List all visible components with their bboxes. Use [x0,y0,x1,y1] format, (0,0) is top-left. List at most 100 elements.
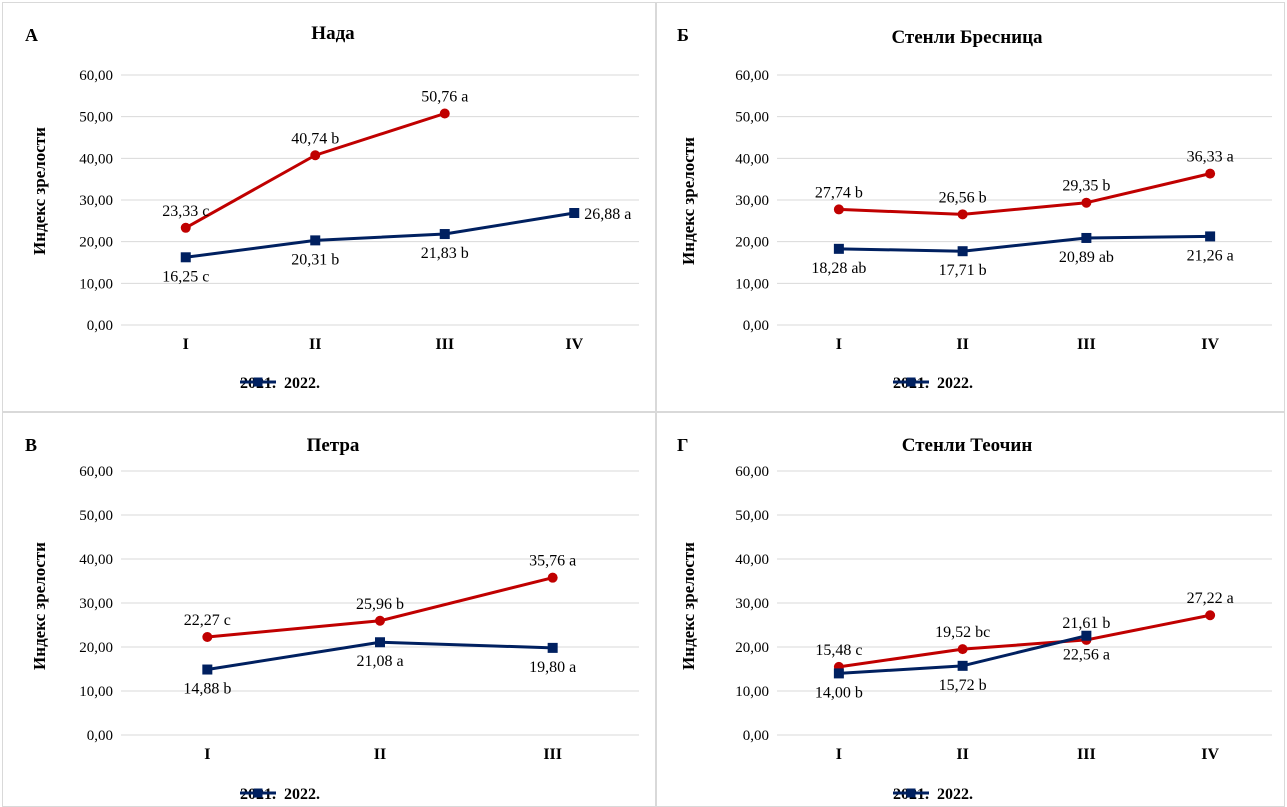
data-point [439,229,450,240]
y-tick-label: 60,00 [79,68,113,84]
data-point [957,644,968,655]
chart-panel-c: В Петра Индекс зрелости 0,00 10,00 20,00 30… [2,412,656,807]
data-label: 36,33 a [1187,149,1234,166]
data-label: 35,76 a [529,553,576,570]
x-tick-label: IV [1201,746,1219,763]
y-tick-label: 0,00 [87,318,113,334]
data-point [439,108,450,119]
panel-letter: В [25,435,38,455]
data-point [1205,610,1216,621]
data-point [833,668,844,679]
legend-label-2022: 2022. [284,375,320,392]
y-tick-label: 20,00 [735,640,769,656]
y-tick-label: 20,00 [79,640,113,656]
y-tick-label: 30,00 [79,596,113,612]
data-point [1205,231,1216,242]
legend-item-2022: 2022. [893,375,973,393]
data-label: 21,83 b [421,245,469,262]
y-tick-label: 20,00 [735,235,769,251]
panel-letter: А [25,25,38,45]
data-point [310,235,321,246]
legend: 2021. 2022. [893,375,973,393]
data-label: 26,56 b [939,189,987,206]
data-point [1081,630,1092,641]
data-point [547,642,558,653]
x-tick-label: I [204,746,210,763]
legend-label-2022: 2022. [284,786,320,803]
x-tick-label: I [836,746,842,763]
data-label: 21,26 a [1187,247,1234,264]
series-line-2022 [185,211,575,259]
y-tick-label: 10,00 [735,684,769,700]
data-label: 27,22 a [1187,590,1234,607]
data-point [375,637,385,648]
data-point [202,632,213,643]
legend-item-2022: 2022. [240,786,320,804]
data-label: 50,76 a [421,89,468,106]
legend-swatch-square-icon [893,377,929,387]
y-tick-label: 20,00 [79,235,113,251]
data-point [310,150,321,161]
chart-panel-a: А Нада Индекс зрелости 0,00 10,00 20,00 30,… [2,2,656,412]
data-point [202,664,213,675]
y-tick-label: 50,00 [79,508,113,524]
x-tick-label: II [956,336,968,353]
data-label: 22,56 a [1063,647,1110,664]
chart-panel-b: Б Стенли Бресница Индекс зрелости 0,00 10… [656,2,1285,412]
chart-title: Стенли Бресница [891,27,1043,48]
legend-swatch-square-icon [240,788,276,798]
y-tick-label: 10,00 [79,684,113,700]
data-label: 21,08 a [356,653,403,670]
data-point [180,222,191,233]
y-tick-label: 40,00 [735,552,769,568]
data-label: 17,71 b [939,262,987,279]
y-tick-label: 0,00 [743,318,769,334]
data-point [547,572,558,583]
data-label: 20,31 b [291,251,339,268]
x-tick-label: III [1077,336,1096,353]
y-tick-label: 30,00 [79,193,113,209]
data-label: 16,25 c [162,268,209,285]
x-tick-label: III [435,336,454,353]
legend: 2021. 2022. [240,375,320,393]
data-label: 14,00 b [815,684,863,701]
y-tick-label: 60,00 [735,68,769,84]
x-tick-label: I [183,336,189,353]
y-tick-label: 50,00 [735,508,769,524]
x-tick-label: III [1077,746,1096,763]
panel-letter: Б [677,25,689,45]
legend-swatch-square-icon [893,788,929,798]
data-label: 15,72 b [939,677,987,694]
data-point [1081,232,1092,243]
data-label: 22,27 c [184,612,231,629]
data-label: 15,48 c [815,642,862,659]
data-point [957,660,968,671]
legend: 2021. 2022. [893,786,973,804]
y-tick-label: 50,00 [79,110,113,126]
data-point [569,208,580,218]
data-point [1205,168,1216,179]
legend: 2021. 2022. [240,786,320,804]
data-point [833,243,844,254]
data-label: 26,88 a [584,206,631,223]
legend-item-2022: 2022. [240,375,320,393]
data-label: 18,28 ab [811,260,866,277]
data-point [957,209,968,220]
x-tick-label: III [543,746,562,763]
y-tick-label: 60,00 [735,464,769,480]
data-label: 40,74 b [291,130,339,147]
data-label: 14,88 b [183,681,231,698]
legend-swatch-square-icon [240,377,276,387]
x-tick-label: II [374,746,386,763]
x-tick-label: II [309,336,321,353]
x-tick-label: II [956,746,968,763]
x-tick-label: IV [1201,336,1219,353]
y-tick-label: 60,00 [79,464,113,480]
chart-title: Нада [311,23,355,44]
x-tick-label: IV [565,336,583,353]
data-label: 27,74 b [815,184,863,201]
